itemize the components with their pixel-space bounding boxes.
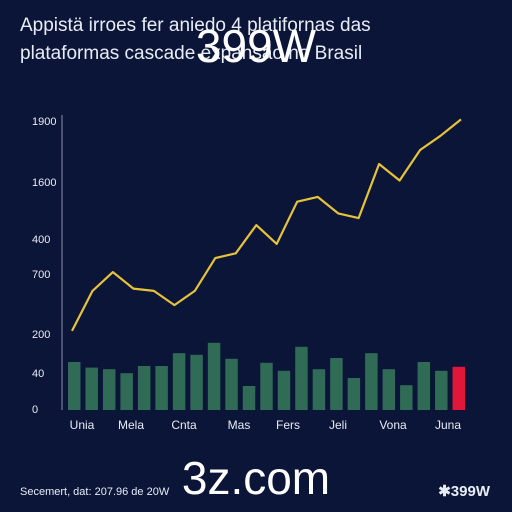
x-tick-label: Juna <box>435 418 461 432</box>
bar <box>347 378 361 410</box>
bar <box>400 385 413 410</box>
bar <box>295 346 308 410</box>
bar <box>242 386 256 410</box>
bar <box>225 358 238 410</box>
bar <box>382 369 396 410</box>
bar <box>190 354 203 410</box>
watermark: 3z.com <box>182 452 330 504</box>
title-line: Appistä irroes fer aniedo 4 platifornas … <box>20 15 371 36</box>
footer-left: Secemert, dat: 207.96 de 20W <box>20 486 170 498</box>
bar <box>102 369 116 410</box>
x-tick-label: Unia <box>70 418 95 432</box>
y-axis-label: 0 <box>32 404 38 416</box>
y-axis-label: 1600 <box>32 177 56 189</box>
bar <box>435 370 448 410</box>
bar <box>155 366 168 410</box>
x-tick-label: Mas <box>228 418 251 432</box>
y-axis-label: 200 <box>32 329 50 341</box>
footer-right: ✱399W <box>438 483 491 500</box>
bar <box>452 366 465 410</box>
title-line: plataformas cascade expansão no Brasil <box>20 43 362 64</box>
bar <box>260 362 273 410</box>
x-tick-label: Vona <box>379 418 407 432</box>
bar <box>417 362 431 410</box>
bar <box>312 369 326 410</box>
bar <box>365 353 378 410</box>
y-axis-label: 1900 <box>32 116 56 128</box>
x-tick-label: Cnta <box>171 418 197 432</box>
x-tick-label: Mela <box>118 418 144 432</box>
x-tick-label: Jeli <box>329 418 347 432</box>
watermark: 399W <box>196 20 317 72</box>
bar <box>68 362 81 410</box>
y-axis-label: 400 <box>32 234 50 246</box>
bar <box>330 358 343 410</box>
bar <box>277 370 291 410</box>
bar <box>172 353 186 410</box>
bar <box>207 342 221 410</box>
bar <box>137 366 151 410</box>
bar <box>120 373 133 410</box>
bar <box>85 367 98 410</box>
x-tick-label: Fers <box>276 418 300 432</box>
line-series <box>71 118 462 332</box>
y-axis-label: 40 <box>32 368 44 380</box>
y-axis-label: 700 <box>32 269 50 281</box>
